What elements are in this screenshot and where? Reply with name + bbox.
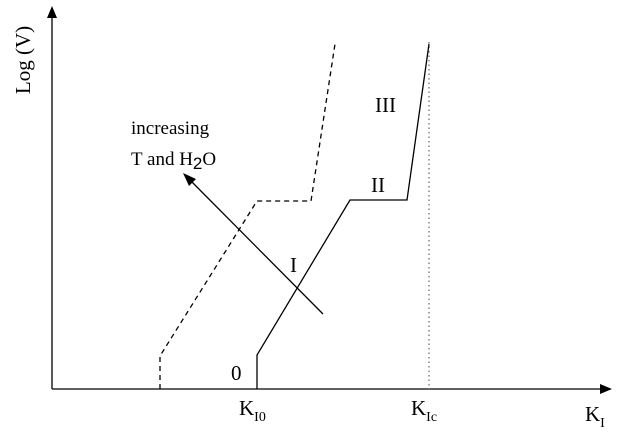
region-label-0: 0 xyxy=(231,361,242,385)
shifted-curve xyxy=(159,43,336,389)
tick-k-i0-sub: I0 xyxy=(254,410,266,425)
tick-k-ic-sub: Ic xyxy=(426,410,437,425)
tick-k-ic: KIc xyxy=(411,396,437,425)
shift-arrowhead-icon xyxy=(183,173,196,186)
annotation-line-1: increasing xyxy=(131,118,210,139)
annotation-h2o-subscript: 2 xyxy=(193,154,202,173)
tick-k-ic-main: K xyxy=(411,396,426,420)
baseline-curve xyxy=(256,43,430,389)
x-axis-label-main: K xyxy=(585,402,600,426)
region-label-1: I xyxy=(290,253,297,277)
shift-arrow xyxy=(185,175,324,315)
region-label-2: II xyxy=(371,173,385,197)
annotation-line-2: T and H2O xyxy=(131,149,216,173)
tick-k-i0: KI0 xyxy=(239,396,266,425)
annotation-line-2-pre: T and H xyxy=(131,149,193,170)
region-label-3: III xyxy=(375,93,396,117)
x-axis-label: KI xyxy=(585,402,605,431)
tick-k-i0-main: K xyxy=(239,396,254,420)
y-axis-label: Log (V) xyxy=(11,26,35,94)
annotation-line-2-post: O xyxy=(202,149,216,170)
y-axis-arrow-icon xyxy=(47,6,57,18)
x-axis-label-sub: I xyxy=(600,416,605,431)
x-axis-arrow-icon xyxy=(600,384,612,394)
